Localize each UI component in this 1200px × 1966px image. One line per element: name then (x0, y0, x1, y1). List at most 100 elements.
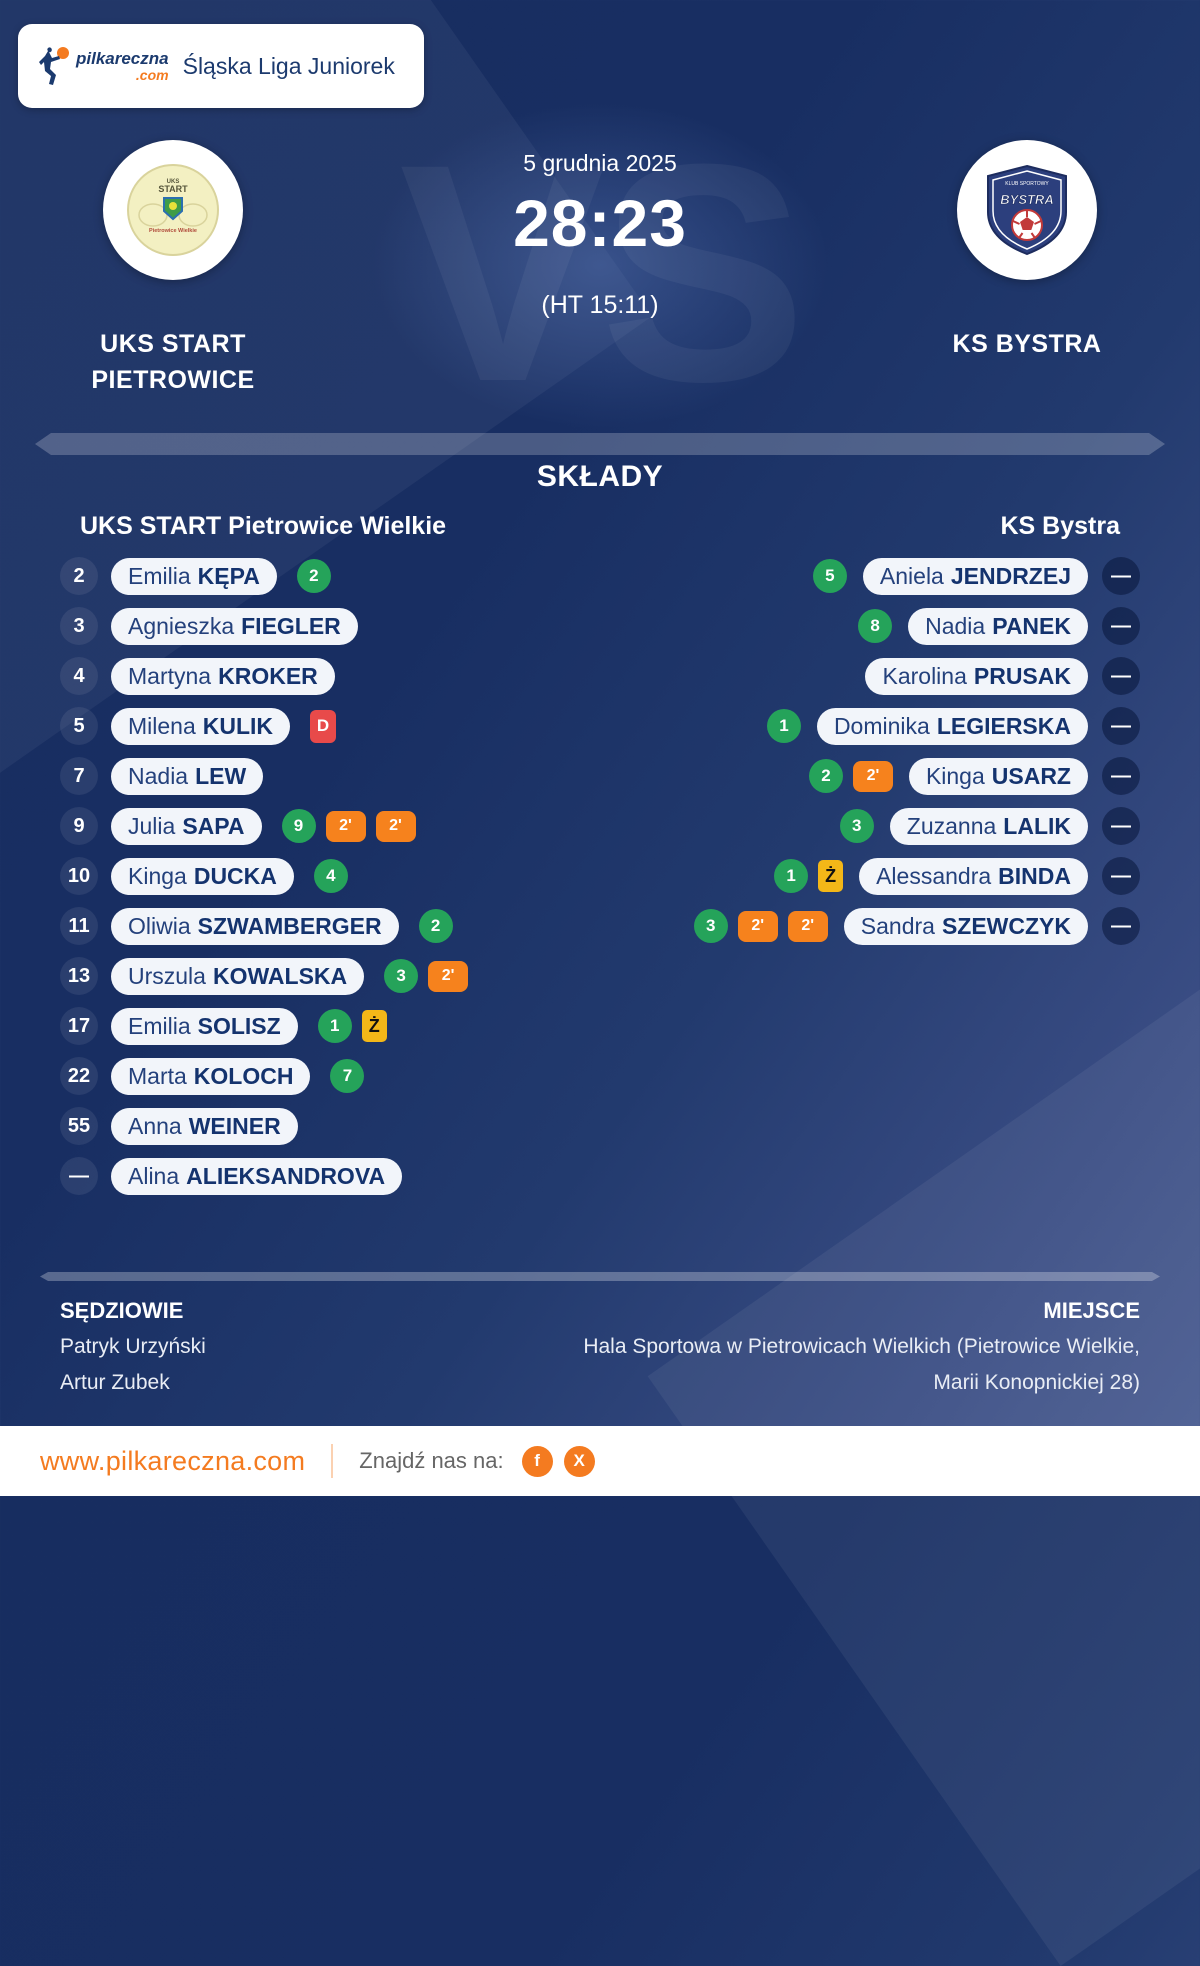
player-badges: 7 (330, 1059, 365, 1093)
handball-player-icon (38, 45, 72, 87)
svg-text:Pietrowice Wielkie: Pietrowice Wielkie (149, 228, 197, 234)
player-row: 11 Oliwia SZWAMBERGER 2 (60, 901, 468, 951)
badge-susp: 2' (852, 760, 893, 792)
league-banner: pilkareczna .com Śląska Liga Juniorek (18, 24, 424, 108)
player-row: 7 Nadia LEW (60, 751, 468, 801)
player-number: 10 (60, 857, 98, 895)
player-badges: 4 (313, 859, 348, 893)
player-badges: 3 2' 2' (693, 909, 828, 943)
player-row: 55 Anna WEINER (60, 1101, 468, 1151)
svg-text:KLUB SPORTOWY: KLUB SPORTOWY (1005, 181, 1049, 187)
match-header: UKS START Pietrowice Wielkie UKS START P… (0, 140, 1200, 398)
badge-goal: 8 (858, 609, 893, 643)
player-badges: 3 2' (384, 959, 469, 993)
referee-name: Patryk Urzyński (60, 1335, 206, 1358)
player-badges: 2 (418, 909, 453, 943)
player-number: 9 (60, 807, 98, 845)
player-badges: 8 (858, 609, 893, 643)
badge-goal: 9 (281, 809, 316, 843)
player-row: 17 Emilia SOLISZ 1 Ż (60, 1001, 468, 1051)
player-badges: 2 (296, 559, 331, 593)
player-name-pill: Julia SAPA (111, 807, 262, 845)
player-name-pill: Oliwia SZWAMBERGER (111, 907, 399, 945)
player-name-pill: Emilia SOLISZ (111, 1007, 298, 1045)
player-name-pill: Zuzanna LALIK (889, 807, 1088, 845)
player-badges: D (310, 709, 337, 743)
player-name-pill: Kinga USARZ (908, 757, 1088, 795)
x-icon[interactable]: X (563, 1445, 595, 1477)
player-badges: 1 (766, 709, 801, 743)
player-row: 3 2' 2' Sandra SZEWCZYK — (693, 901, 1140, 951)
player-number: — (1102, 807, 1140, 845)
player-number: 22 (60, 1057, 98, 1095)
badge-goal: 2 (296, 559, 331, 593)
badge-goal: 3 (839, 809, 874, 843)
lineup-lists: 2 Emilia KĘPA 2 3 Agnieszka FIEGLER 4 Martyna KRO… (60, 551, 1140, 1201)
player-number: 5 (60, 707, 98, 745)
badge-yellow: Ż (818, 860, 844, 892)
player-number: — (1102, 757, 1140, 795)
badge-goal: 5 (812, 559, 847, 593)
player-name-pill: Emilia KĘPA (111, 557, 277, 595)
away-lineup-header: KS Bystra (1000, 512, 1121, 540)
referees-label: SĘDZIOWIE (60, 1298, 184, 1323)
player-name-pill: Dominika LEGIERSKA (816, 707, 1088, 745)
player-row: 1 Ż Alessandra BINDA — (694, 851, 1140, 901)
referees-block: SĘDZIOWIE Patryk Urzyński Artur Zubek (60, 1293, 206, 1401)
logo-name: pilkareczna (76, 49, 169, 68)
player-row: — Alina ALIEKSANDROVA (60, 1151, 468, 1201)
pilkareczna-logo: pilkareczna .com (38, 45, 169, 87)
player-name-pill: Nadia PANEK (908, 607, 1088, 645)
player-number: 2 (60, 557, 98, 595)
player-number: 13 (60, 957, 98, 995)
site-link[interactable]: www.pilkareczna.com (40, 1445, 306, 1476)
badge-susp: 2' (737, 910, 778, 942)
logo-wordmark: pilkareczna .com (76, 50, 169, 82)
lineups-title: SKŁADY (536, 460, 664, 493)
badge-goal: 1 (766, 709, 801, 743)
player-name-pill: Alina ALIEKSANDROVA (111, 1157, 403, 1195)
find-us-label: Znajdź nas na: (359, 1448, 504, 1473)
vs-watermark: VS (399, 99, 807, 446)
player-name-pill: Nadia LEW (111, 757, 264, 795)
badge-goal: 3 (384, 959, 419, 993)
svg-text:BYSTRA: BYSTRA (1000, 192, 1053, 207)
venue-text: Hala Sportowa w Pietrowicach Wielkich (P… (583, 1335, 1140, 1394)
player-number: — (1102, 857, 1140, 895)
player-number: 3 (60, 607, 98, 645)
player-number: — (1102, 657, 1140, 695)
badge-susp: 2' (325, 810, 366, 842)
home-player-list: 2 Emilia KĘPA 2 3 Agnieszka FIEGLER 4 Martyna KRO… (60, 551, 469, 1201)
player-row: 2 2' Kinga USARZ — (694, 751, 1140, 801)
player-number: — (1102, 707, 1140, 745)
player-row: 13 Urszula KOWALSKA 3 2' (60, 951, 469, 1001)
player-number: 17 (60, 1007, 98, 1045)
player-name-pill: Kinga DUCKA (111, 857, 294, 895)
badge-susp: 2' (787, 910, 828, 942)
player-number: — (1102, 607, 1140, 645)
player-name-pill: Milena KULIK (111, 707, 291, 745)
player-number: — (1102, 907, 1140, 945)
player-badges: 5 (812, 559, 847, 593)
logo-tld: .com (135, 67, 169, 83)
svg-text:START: START (158, 184, 188, 194)
player-number: 4 (60, 657, 98, 695)
lineup-column-headers: UKS START Pietrowice Wielkie KS Bystra (80, 512, 1120, 541)
player-row: 5 Milena KULIK D (60, 701, 468, 751)
player-badges: 3 (839, 809, 874, 843)
badge-goal: 1 (317, 1009, 352, 1043)
section-divider (35, 433, 1165, 455)
player-number: 11 (60, 907, 98, 945)
bottom-divider (40, 1272, 1160, 1281)
player-row: 22 Marta KOLOCH 7 (60, 1051, 468, 1101)
player-name-pill: Alessandra BINDA (859, 857, 1088, 895)
badge-goal: 3 (693, 909, 728, 943)
away-team-logo: KLUB SPORTOWY BYSTRA (957, 140, 1097, 280)
player-number: 55 (60, 1107, 98, 1145)
match-info: SĘDZIOWIE Patryk Urzyński Artur Zubek MI… (60, 1293, 1140, 1401)
facebook-icon[interactable]: f (521, 1445, 553, 1477)
player-name-pill: Urszula KOWALSKA (111, 957, 365, 995)
player-row: 1 Dominika LEGIERSKA — (694, 701, 1140, 751)
